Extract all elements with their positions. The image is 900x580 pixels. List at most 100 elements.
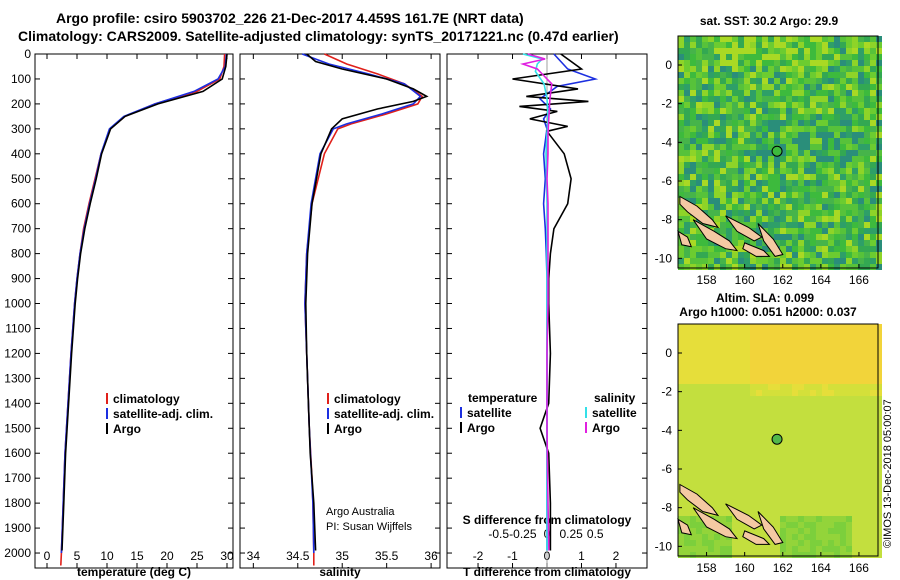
map-cell: [846, 198, 852, 204]
map-cell: [858, 144, 864, 150]
map-cell: [840, 210, 846, 216]
map-cell: [804, 252, 810, 258]
map-cell: [708, 72, 714, 78]
map-cell: [816, 498, 822, 504]
map-cell: [822, 48, 828, 54]
map-cell: [732, 228, 738, 234]
map-cell: [684, 360, 690, 366]
y-tick-label: 1000: [4, 297, 31, 311]
map-cell: [702, 474, 708, 480]
map-cell: [750, 492, 756, 498]
map-cell: [780, 486, 786, 492]
map-cell: [744, 528, 750, 534]
map-cell: [876, 264, 882, 270]
map-cell: [744, 438, 750, 444]
map-cell: [792, 378, 798, 384]
map-cell: [816, 456, 822, 462]
map-cell: [738, 138, 744, 144]
map-cell: [834, 486, 840, 492]
map-cell: [702, 96, 708, 102]
map-cell: [876, 66, 882, 72]
map-cell: [876, 246, 882, 252]
map-cell: [726, 150, 732, 156]
map-cell: [852, 78, 858, 84]
map-cell: [684, 138, 690, 144]
map-cell: [828, 150, 834, 156]
map-cell: [870, 192, 876, 198]
map-cell: [720, 384, 726, 390]
map-cell: [870, 426, 876, 432]
map-cell: [870, 222, 876, 228]
map-cell: [846, 108, 852, 114]
map-cell: [852, 156, 858, 162]
map-cell: [726, 486, 732, 492]
map-cell: [846, 36, 852, 42]
map-cell: [798, 72, 804, 78]
map-cell: [732, 108, 738, 114]
map-cell: [780, 156, 786, 162]
map-cell: [738, 336, 744, 342]
map-cell: [774, 396, 780, 402]
map-cell: [816, 120, 822, 126]
map-cell: [792, 264, 798, 270]
y-tick-label: 1100: [5, 321, 31, 335]
map-cell: [876, 186, 882, 192]
map-cell: [834, 42, 840, 48]
map-cell: [822, 234, 828, 240]
map-cell: [822, 186, 828, 192]
map-cell: [756, 90, 762, 96]
map-cell: [852, 498, 858, 504]
map-cell: [774, 528, 780, 534]
map-cell: [846, 204, 852, 210]
map-cell: [678, 504, 684, 510]
map-cell: [786, 510, 792, 516]
map-cell: [780, 84, 786, 90]
map-cell: [822, 144, 828, 150]
map-cell: [780, 228, 786, 234]
map-cell: [762, 192, 768, 198]
map-cell: [798, 258, 804, 264]
map-cell: [768, 360, 774, 366]
map-cell: [810, 336, 816, 342]
map-cell: [720, 498, 726, 504]
map-cell: [864, 468, 870, 474]
map-cell: [750, 396, 756, 402]
map-cell: [810, 216, 816, 222]
map-cell: [840, 504, 846, 510]
map-cell: [816, 516, 822, 522]
map-cell: [714, 150, 720, 156]
map-cell: [696, 396, 702, 402]
map-y-tick-label: -10: [655, 539, 673, 553]
map-cell: [684, 114, 690, 120]
map-cell: [726, 360, 732, 366]
map-cell: [780, 246, 786, 252]
map-cell: [714, 264, 720, 270]
map-cell: [870, 246, 876, 252]
map-cell: [840, 354, 846, 360]
map-cell: [738, 384, 744, 390]
map-cell: [720, 78, 726, 84]
map-cell: [870, 60, 876, 66]
map-cell: [714, 486, 720, 492]
map-cell: [786, 126, 792, 132]
map-cell: [810, 426, 816, 432]
map-cell: [852, 132, 858, 138]
map-cell: [690, 36, 696, 42]
map-cell: [738, 330, 744, 336]
map-cell: [786, 486, 792, 492]
map-cell: [720, 414, 726, 420]
map-cell: [786, 264, 792, 270]
map-cell: [786, 420, 792, 426]
map-cell: [846, 66, 852, 72]
map-cell: [726, 132, 732, 138]
map-cell: [708, 552, 714, 558]
map-cell: [864, 498, 870, 504]
map-cell: [768, 180, 774, 186]
map-cell: [708, 198, 714, 204]
map-cell: [708, 444, 714, 450]
map-cell: [768, 498, 774, 504]
map-cell: [726, 432, 732, 438]
map-cell: [828, 534, 834, 540]
map-cell: [714, 510, 720, 516]
map-cell: [702, 180, 708, 186]
